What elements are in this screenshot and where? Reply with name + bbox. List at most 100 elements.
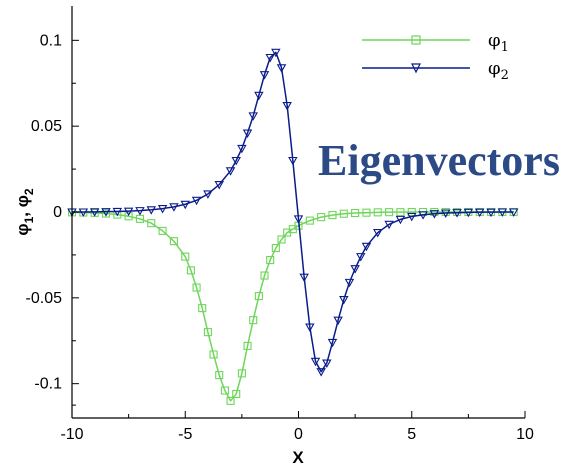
data-point-phi2 bbox=[237, 144, 247, 154]
data-point-phi1 bbox=[101, 209, 111, 218]
annotation-eigenvectors: Eigenvectors bbox=[318, 136, 560, 185]
data-point-phi2 bbox=[146, 206, 157, 215]
data-point-phi1 bbox=[198, 304, 207, 313]
data-point-phi1 bbox=[317, 213, 326, 222]
data-point-phi1 bbox=[232, 389, 241, 399]
data-point-phi2 bbox=[305, 323, 315, 332]
data-point-phi1 bbox=[215, 371, 224, 380]
data-point-phi2 bbox=[89, 208, 100, 217]
x-tick-label: 10 bbox=[516, 426, 534, 443]
y-tick-label: -0.05 bbox=[26, 290, 63, 307]
x-tick-label: -10 bbox=[60, 426, 83, 443]
legend: φ1 φ2 bbox=[362, 30, 509, 83]
data-point-phi1 bbox=[339, 209, 348, 218]
data-point-phi1 bbox=[209, 350, 218, 359]
data-point-phi2 bbox=[497, 208, 508, 217]
data-point-phi2 bbox=[282, 102, 292, 111]
data-point-phi2 bbox=[299, 273, 309, 283]
y-tick-label: 0.05 bbox=[31, 118, 62, 135]
data-point-phi2 bbox=[322, 359, 332, 368]
data-point-phi1 bbox=[147, 219, 156, 228]
data-point-phi2 bbox=[316, 368, 326, 377]
data-point-phi2 bbox=[265, 53, 275, 63]
data-point-phi1 bbox=[243, 341, 252, 350]
data-point-phi2 bbox=[112, 207, 123, 217]
legend-label-phi1: φ1 bbox=[488, 30, 509, 55]
y-axis-title: φ1, φ2 bbox=[13, 188, 36, 235]
data-point-phi2 bbox=[339, 296, 349, 305]
data-point-phi1 bbox=[277, 235, 286, 244]
y-tick-label: 0.1 bbox=[40, 32, 62, 49]
data-point-phi2 bbox=[135, 207, 145, 216]
data-point-phi2 bbox=[407, 212, 417, 222]
data-point-phi2 bbox=[157, 205, 168, 214]
data-point-phi2 bbox=[259, 71, 270, 80]
data-point-phi2 bbox=[288, 156, 298, 166]
data-point-phi2 bbox=[486, 208, 496, 218]
x-tick-label: 5 bbox=[407, 426, 416, 443]
data-point-phi1 bbox=[192, 283, 201, 292]
y-axis-title-phi-a: φ bbox=[13, 223, 32, 235]
data-point-phi1 bbox=[249, 316, 258, 325]
data-point-phi2 bbox=[78, 208, 89, 217]
x-tick-label: -5 bbox=[178, 426, 192, 443]
data-point-phi1 bbox=[441, 207, 450, 217]
data-point-phi1 bbox=[186, 266, 195, 275]
data-point-phi2 bbox=[418, 211, 428, 220]
y-tick-label: 0 bbox=[53, 204, 62, 221]
data-point-phi1 bbox=[169, 237, 178, 246]
data-point-phi2 bbox=[231, 156, 241, 166]
data-point-phi2 bbox=[276, 64, 287, 73]
data-point-phi1 bbox=[203, 328, 212, 337]
data-point-phi1 bbox=[226, 396, 235, 405]
data-point-phi2 bbox=[395, 215, 406, 225]
y-axis-title-phi-b: φ bbox=[13, 195, 32, 207]
data-point-phi2 bbox=[440, 209, 451, 218]
y-tick-label: -0.1 bbox=[34, 376, 62, 393]
series-line-1 bbox=[71, 211, 514, 402]
data-point-phi1 bbox=[266, 256, 275, 265]
legend-marker-phi1 bbox=[411, 35, 421, 45]
data-point-phi1 bbox=[254, 292, 263, 301]
data-point-phi2 bbox=[191, 196, 202, 206]
x-tick-label: 0 bbox=[294, 426, 303, 443]
data-point-phi2 bbox=[310, 357, 321, 367]
series-line-2 bbox=[72, 51, 514, 373]
data-point-phi2 bbox=[508, 208, 519, 217]
legend-label-phi2: φ2 bbox=[488, 58, 509, 83]
data-point-phi2 bbox=[463, 208, 474, 218]
data-point-phi1 bbox=[373, 208, 382, 217]
data-point-phi2 bbox=[474, 208, 485, 218]
y-axis-title-sub-a: 1 bbox=[22, 216, 36, 223]
data-point-phi1 bbox=[220, 386, 229, 395]
data-point-phi2 bbox=[169, 203, 179, 212]
data-point-phi2 bbox=[356, 253, 366, 262]
data-point-phi1 bbox=[362, 208, 371, 217]
data-point-phi2 bbox=[333, 316, 343, 326]
data-point-phi2 bbox=[271, 48, 281, 58]
data-point-phi2 bbox=[373, 229, 383, 238]
y-axis-title-sep: , bbox=[13, 207, 32, 216]
data-point-phi2 bbox=[384, 220, 394, 230]
data-point-phi2 bbox=[452, 209, 462, 218]
data-point-phi1 bbox=[396, 208, 405, 217]
data-point-phi1 bbox=[407, 207, 416, 217]
data-point-phi1 bbox=[260, 271, 269, 280]
data-point-phi1 bbox=[237, 369, 246, 378]
data-point-phi2 bbox=[344, 278, 355, 288]
data-point-phi2 bbox=[350, 265, 360, 274]
data-point-phi2 bbox=[361, 242, 372, 252]
data-point-phi1 bbox=[385, 208, 394, 217]
data-point-phi1 bbox=[305, 216, 314, 225]
ticks-layer: -10 -5 0 5 10 -0.1 -0.05 0 0.05 0.1 bbox=[26, 32, 534, 443]
data-point-phi1 bbox=[124, 212, 133, 221]
data-point-phi1 bbox=[181, 252, 190, 261]
x-axis-title: X bbox=[292, 448, 304, 467]
data-point-phi1 bbox=[271, 244, 280, 253]
data-point-phi1 bbox=[158, 226, 167, 235]
data-point-phi2 bbox=[429, 210, 440, 219]
data-point-phi2 bbox=[203, 190, 213, 199]
y-axis-title-sub-b: 2 bbox=[22, 188, 36, 195]
data-point-phi2 bbox=[242, 129, 253, 138]
data-point-phi2 bbox=[123, 207, 134, 217]
